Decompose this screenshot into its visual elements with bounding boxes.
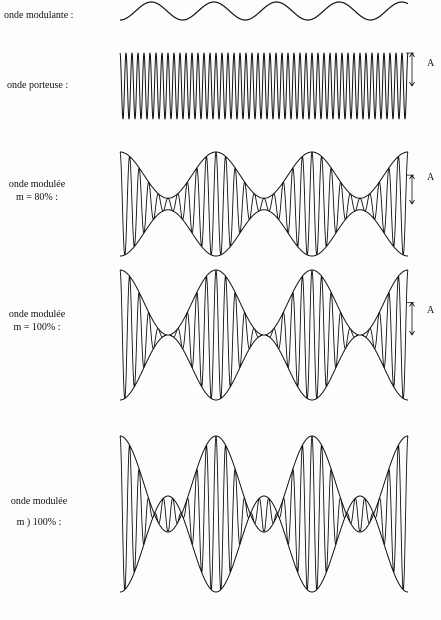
am100-upper-envelope-line <box>119 269 409 336</box>
am_over-upper-envelope-line <box>119 435 409 533</box>
label-modulating: onde modulante : <box>4 9 73 22</box>
amplitude-label-am100: A <box>427 305 435 316</box>
am100-modulated-wave-line <box>119 269 409 399</box>
label-carrier-line-1: onde porteuse : <box>7 80 69 91</box>
am_over-lower-envelope-line <box>119 495 409 593</box>
am80-modulated-wave-line <box>119 151 409 256</box>
amplitude-marker-am100 <box>406 302 415 336</box>
label-carrier: onde porteuse : <box>7 79 68 92</box>
label-am80: onde modulée m = 80% : <box>4 178 70 204</box>
label-am80-line-2: m = 80% : <box>15 192 59 203</box>
carrier-wave-line <box>119 52 409 120</box>
amplitude-marker-carrier <box>406 52 415 87</box>
label-am100: onde modulée m = 100% : <box>4 308 70 334</box>
label-am100-line-2: m = 100% : <box>13 322 61 333</box>
label-am-over: onde modulée m ) 100% : <box>6 495 72 529</box>
label-am80-line-1: onde modulée <box>8 179 66 190</box>
amplitude-label-am80: A <box>427 172 435 183</box>
label-am-over-line-2: m ) 100% : <box>16 517 62 528</box>
label-am100-line-1: onde modulée <box>8 309 66 320</box>
modulating-wave-line <box>119 1 409 21</box>
am100-lower-envelope-line <box>119 334 409 401</box>
am_over-modulated-wave-line <box>119 435 409 591</box>
label-modulating-line-1: onde modulante : <box>4 10 74 21</box>
am80-upper-envelope-line <box>119 151 409 199</box>
label-am-over-line-1: onde modulée <box>10 496 68 507</box>
amplitude-marker-am80 <box>406 174 415 205</box>
am80-lower-envelope-line <box>119 209 409 257</box>
amplitude-label-carrier: A <box>427 58 435 69</box>
